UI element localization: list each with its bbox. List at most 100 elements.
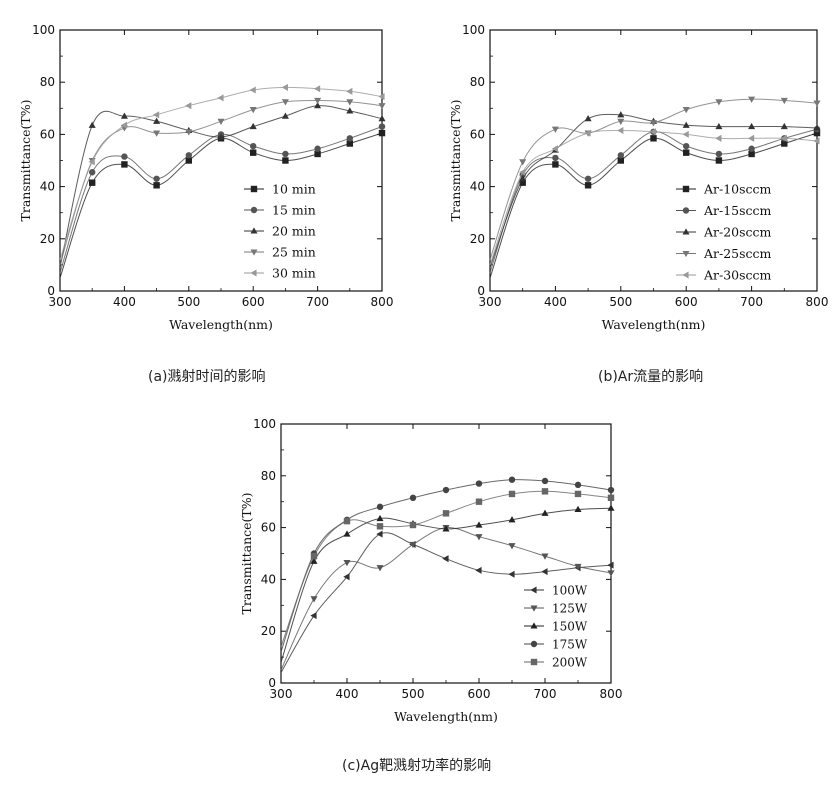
data-point (310, 552, 318, 560)
data-point (574, 505, 582, 513)
data-point (343, 560, 351, 567)
x-tick-label: 700 (306, 295, 329, 309)
legend-entry: Ar-25sccm (676, 246, 772, 261)
data-point (314, 97, 322, 105)
data-point (475, 480, 483, 487)
data-point (748, 122, 756, 130)
caption-c: (c)Ag靶溅射功率的影响 (342, 758, 492, 774)
data-point (552, 161, 559, 168)
legend-entry: 175W (524, 638, 588, 652)
legend-label: 125W (552, 602, 588, 616)
data-point (121, 161, 128, 168)
data-point (780, 134, 787, 142)
data-point (748, 96, 756, 103)
data-point (574, 490, 582, 498)
x-tick-label: 300 (479, 295, 502, 309)
data-point (314, 145, 321, 152)
data-point (508, 516, 516, 523)
data-point (249, 107, 257, 114)
series-200W (280, 488, 615, 647)
data-point (552, 154, 559, 162)
x-tick-label: 700 (534, 687, 557, 701)
data-point (607, 504, 615, 511)
x-tick-label: 500 (177, 295, 200, 309)
data-point (715, 134, 722, 142)
legend-entry: 30 min (244, 266, 316, 281)
series-Ar-30sccm (489, 126, 820, 266)
legend-marker (530, 658, 538, 666)
data-point (682, 130, 689, 138)
legend-marker (250, 249, 258, 256)
data-point (442, 555, 449, 563)
data-point (715, 122, 723, 130)
data-point (346, 99, 354, 106)
x-tick-label: 600 (675, 295, 698, 309)
legend-marker (530, 622, 538, 629)
data-point (282, 150, 289, 158)
y-tick-label: 40 (40, 180, 55, 194)
data-point (813, 129, 821, 137)
data-point (376, 514, 384, 522)
data-point (442, 525, 450, 532)
data-point (541, 553, 549, 560)
data-point (89, 169, 96, 176)
series-line (489, 129, 818, 266)
data-point (346, 135, 353, 142)
legend-entry: 25 min (244, 245, 316, 260)
series-line (59, 105, 383, 268)
legend-label: 15 min (272, 203, 316, 218)
x-axis-label: Wavelength(nm) (169, 317, 273, 332)
data-point (376, 523, 384, 530)
chart-panel-0: 0 20 40 60 80 100 300 400 500 600 700 800 Wavelength… (18, 23, 393, 332)
y-tick-label: 20 (261, 624, 276, 638)
data-point (376, 530, 383, 538)
data-point (617, 126, 624, 135)
legend-entry: Ar-15sccm (676, 203, 772, 218)
data-point (584, 175, 592, 182)
data-point (508, 490, 516, 498)
data-point (519, 159, 527, 166)
legend-marker (682, 228, 690, 235)
series-line (59, 86, 383, 260)
data-point (282, 157, 289, 164)
data-point (343, 530, 351, 537)
data-point (346, 107, 354, 114)
legend-marker (682, 185, 690, 193)
y-axis-label: Transmittance(T%) (239, 493, 254, 615)
series-15 min (59, 123, 386, 273)
y-tick-label: 60 (261, 521, 276, 535)
legend-label: Ar-25sccm (703, 246, 772, 261)
data-point (607, 570, 615, 577)
series-line (59, 99, 383, 266)
data-point (649, 128, 657, 136)
data-point (649, 120, 658, 127)
data-point (683, 149, 690, 156)
data-point (551, 145, 558, 153)
y-tick-label: 0 (268, 676, 276, 690)
data-point (314, 102, 322, 109)
legend-marker (682, 250, 690, 258)
legend-marker (530, 586, 537, 594)
series-line (489, 98, 818, 260)
x-tick-label: 600 (468, 687, 491, 701)
data-point (153, 175, 160, 182)
y-tick-label: 100 (462, 23, 485, 37)
data-point (121, 153, 128, 160)
y-tick-label: 40 (470, 180, 485, 194)
caption-b: (b)Ar流量的影响 (598, 369, 704, 385)
data-point (475, 534, 483, 541)
x-tick-label: 800 (371, 295, 394, 309)
series-line (59, 132, 383, 279)
data-point (343, 517, 351, 525)
data-point (574, 563, 582, 571)
x-tick-label: 400 (544, 295, 567, 309)
data-point (442, 486, 450, 494)
data-point (682, 121, 690, 128)
data-point (780, 122, 788, 130)
data-point (310, 557, 318, 564)
legend-entry: 100W (524, 584, 588, 598)
x-tick-label: 600 (242, 295, 265, 309)
data-point (541, 509, 549, 516)
